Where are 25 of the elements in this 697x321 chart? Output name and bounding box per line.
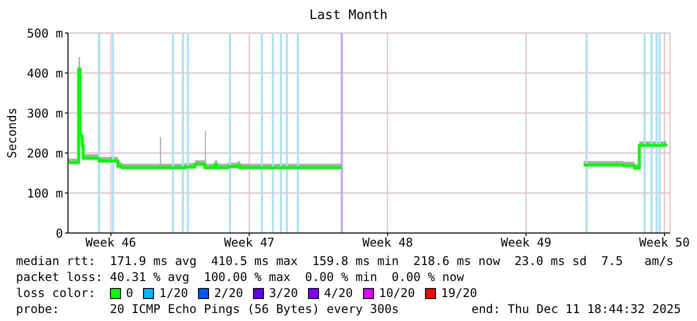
chart-title: Last Month bbox=[308, 8, 389, 23]
text: median rtt: 171.9 ms avg 410.5 ms max 159.8 ms min 218.6 ms now 23.0 ms sd 7.5 am/s bbox=[16, 253, 674, 269]
legend-label: 19/20 bbox=[440, 285, 478, 301]
legend-title: loss color: bbox=[16, 285, 96, 301]
y-tick-label: 300 m bbox=[26, 106, 63, 120]
x-tick-label: Week 47 bbox=[224, 236, 275, 250]
y-tick-label: 500 m bbox=[26, 26, 63, 40]
legend-label: 1/20 bbox=[159, 285, 188, 301]
x-tick-label: Week 50 bbox=[639, 236, 690, 250]
x-tick-label: Week 46 bbox=[86, 236, 136, 250]
y-tick-label: 0 bbox=[56, 226, 63, 240]
legend-label: 10/20 bbox=[378, 285, 415, 301]
y-tick-label: 100 m bbox=[26, 186, 63, 200]
text: probe: 20 ICMP Echo Pings (56 Bytes) every 300s bbox=[16, 301, 399, 317]
legend-label: 3/20 bbox=[269, 285, 298, 301]
legend-label: 0 bbox=[126, 285, 134, 301]
y-tick-label: 200 m bbox=[26, 146, 63, 160]
text: end: Thu Dec 11 18:44:32 2025 bbox=[471, 301, 681, 317]
text: packet loss: 40.31 % avg 100.00 % max 0.00 % min 0.00 % now bbox=[16, 269, 465, 285]
legend-label: 4/20 bbox=[324, 285, 353, 301]
x-tick-label: Week 49 bbox=[500, 236, 552, 250]
x-tick-label: Week 48 bbox=[362, 236, 413, 250]
legend-label: 2/20 bbox=[214, 285, 244, 301]
y-tick-label: 400 m bbox=[26, 66, 63, 80]
y-axis-title: Seconds bbox=[5, 108, 19, 158]
